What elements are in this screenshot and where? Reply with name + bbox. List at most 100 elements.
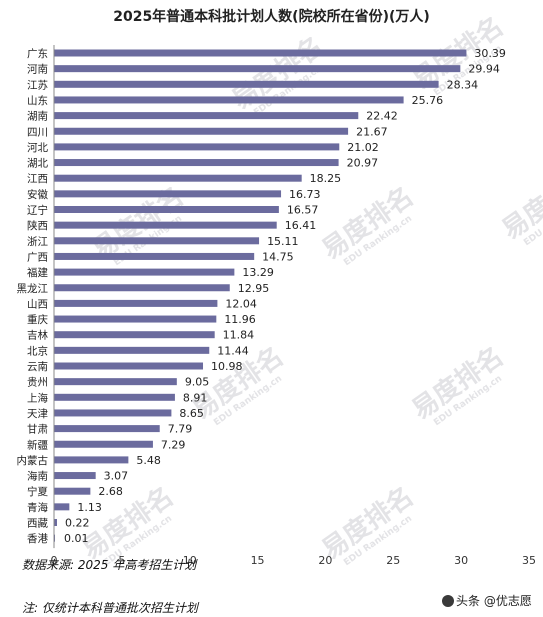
- bar: [54, 299, 218, 307]
- footnote: 注: 仅统计本科普通批次招生计划: [22, 601, 198, 615]
- value-label: 14.75: [262, 250, 294, 263]
- value-label: 8.65: [179, 407, 204, 420]
- chart-title: 2025年普通本科批计划人数(院校所在省份)(万人): [113, 9, 430, 25]
- value-label: 18.25: [310, 172, 342, 185]
- category-label: 云南: [27, 360, 48, 373]
- value-label: 0.01: [64, 532, 89, 545]
- bar: [54, 221, 277, 229]
- value-label: 13.29: [242, 266, 274, 279]
- category-label: 新疆: [27, 438, 48, 451]
- value-label: 21.02: [347, 141, 379, 154]
- bars-layer: [54, 49, 467, 542]
- value-label: 12.95: [238, 282, 270, 295]
- category-label: 江苏: [27, 78, 48, 91]
- bar: [54, 503, 70, 511]
- value-label: 16.73: [289, 188, 321, 201]
- bar: [54, 472, 96, 480]
- category-label: 甘肃: [27, 423, 48, 436]
- value-label: 21.67: [356, 125, 388, 138]
- x-tick-label: 15: [251, 554, 265, 567]
- bar: [54, 252, 255, 260]
- value-label: 29.94: [468, 63, 500, 76]
- bar: [54, 268, 235, 276]
- category-label: 天津: [27, 408, 48, 420]
- value-label: 8.91: [183, 391, 208, 404]
- value-label: 25.76: [412, 94, 444, 107]
- user-avatar-icon: [442, 594, 454, 607]
- category-label: 西藏: [27, 518, 48, 530]
- bar: [54, 65, 461, 73]
- value-label: 11.84: [223, 329, 255, 342]
- category-label: 香港: [27, 533, 48, 545]
- bar: [54, 378, 177, 386]
- x-tick-label: 25: [386, 554, 400, 567]
- bar: [54, 127, 349, 135]
- category-label: 山西: [27, 298, 48, 310]
- author-credit[interactable]: 头条 @优志愿: [442, 592, 532, 609]
- bar: [54, 440, 153, 448]
- category-label: 北京: [27, 344, 48, 357]
- category-label: 湖南: [27, 110, 48, 123]
- bar: [54, 409, 172, 417]
- category-label: 内蒙古: [17, 454, 49, 467]
- value-label: 9.05: [185, 376, 210, 389]
- bar: [54, 487, 91, 495]
- bar: [54, 143, 340, 151]
- category-label: 黑龙江: [17, 282, 49, 295]
- value-label: 3.07: [104, 470, 128, 483]
- category-label: 海南: [27, 470, 48, 483]
- category-label: 湖北: [27, 158, 48, 170]
- category-label: 上海: [27, 391, 48, 404]
- category-label: 青海: [27, 501, 48, 514]
- category-label: 浙江: [27, 236, 48, 248]
- credit-text: 头条 @优志愿: [456, 594, 532, 608]
- category-label: 重庆: [27, 313, 48, 326]
- value-label: 16.41: [285, 219, 317, 232]
- value-label: 15.11: [267, 235, 299, 248]
- bar: [54, 331, 215, 339]
- source-note: 数据来源: 2025 年高考招生计划: [22, 558, 197, 572]
- bar: [54, 237, 260, 245]
- bar: [54, 393, 175, 401]
- value-label: 20.97: [347, 157, 379, 170]
- value-label: 1.13: [77, 501, 102, 514]
- bar: [54, 362, 204, 370]
- category-label: 广西: [27, 251, 48, 263]
- bar: [54, 519, 57, 526]
- category-label: 陕西: [27, 219, 48, 232]
- value-label: 7.29: [161, 438, 186, 451]
- bar: [54, 80, 439, 88]
- x-tick-label: 20: [318, 554, 332, 567]
- x-tick-label: 10: [183, 554, 197, 567]
- category-labels: 广东河南江苏山东湖南四川河北湖北江西安徽辽宁陕西浙江广西福建黑龙江山西重庆吉林北…: [17, 47, 49, 545]
- bar: [54, 190, 282, 198]
- value-label: 30.39: [474, 47, 506, 60]
- value-label: 22.42: [366, 110, 398, 123]
- bar: [54, 284, 230, 292]
- x-axis: 0 5 10 15 20 25 30 35: [51, 45, 536, 567]
- category-label: 安徽: [27, 188, 48, 201]
- value-label: 0.22: [65, 517, 90, 530]
- value-label: 10.98: [211, 360, 243, 373]
- value-label: 5.48: [136, 454, 161, 467]
- x-tick-label: 30: [454, 554, 468, 567]
- category-label: 吉林: [27, 329, 48, 342]
- category-label: 辽宁: [27, 204, 48, 217]
- bar: [54, 425, 160, 433]
- bar: [54, 346, 210, 354]
- bar: [54, 206, 279, 213]
- x-tick-label: 0: [51, 554, 58, 567]
- category-label: 四川: [27, 126, 48, 138]
- bar: [54, 112, 359, 120]
- category-label: 山东: [27, 94, 48, 107]
- category-label: 江西: [27, 173, 48, 185]
- bar: [54, 159, 339, 167]
- value-label: 11.44: [217, 344, 249, 357]
- category-label: 贵州: [27, 376, 48, 389]
- category-label: 河北: [27, 142, 48, 154]
- category-label: 广东: [27, 47, 48, 60]
- value-label: 16.57: [287, 204, 319, 217]
- bar: [54, 315, 217, 323]
